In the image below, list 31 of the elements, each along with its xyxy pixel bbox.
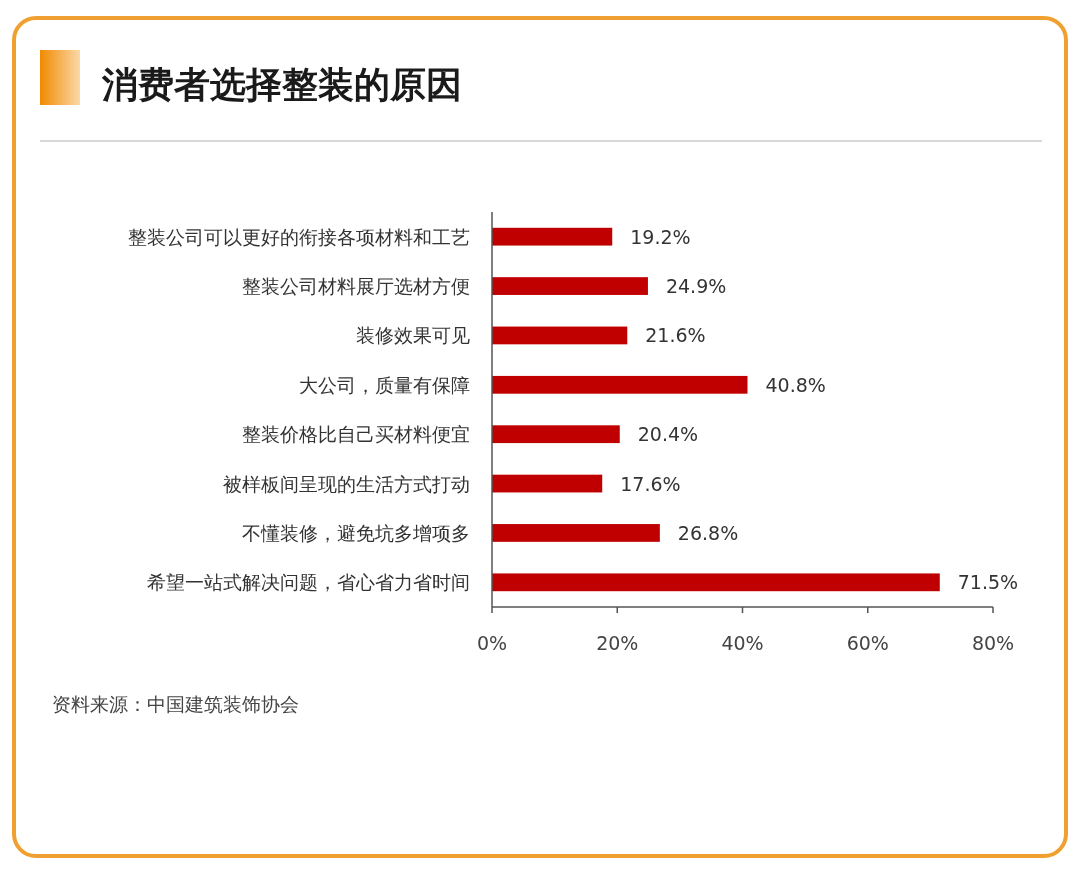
y-tick-label: 大公司，质量有保障 bbox=[299, 373, 470, 396]
bar bbox=[492, 227, 613, 246]
data-label: 24.9% bbox=[665, 275, 727, 298]
y-tick-label: 希望一站式解决问题，省心省力省时间 bbox=[147, 571, 470, 594]
data-label: 20.4% bbox=[637, 423, 699, 446]
data-label: 71.5% bbox=[957, 571, 1019, 594]
x-tick-label: 60% bbox=[846, 632, 889, 654]
bar bbox=[492, 524, 660, 542]
text: 资料来源：中国建筑装饰协会 bbox=[52, 693, 299, 715]
data-label: 40.8% bbox=[765, 373, 826, 396]
x-tick-label: 0% bbox=[476, 632, 508, 654]
bar bbox=[492, 375, 748, 394]
x-tick-label: 20% bbox=[596, 632, 639, 654]
y-tick-label: 整装公司可以更好的衔接各项材料和工艺 bbox=[128, 225, 470, 248]
bar bbox=[492, 573, 940, 592]
y-tick-label: 整装价格比自己买材料便宜 bbox=[242, 423, 470, 446]
data-label: 21.6% bbox=[645, 324, 706, 347]
chart-title: 消费者选择整装的原因 bbox=[101, 64, 462, 105]
data-label: 17.6% bbox=[620, 472, 681, 495]
bar bbox=[492, 425, 620, 444]
y-tick-label: 被样板间呈现的生活方式打动 bbox=[223, 472, 470, 495]
y-tick-label: 整装公司材料展厅选材方便 bbox=[242, 275, 470, 298]
bar bbox=[492, 326, 628, 345]
bar bbox=[492, 474, 603, 493]
bar bbox=[492, 277, 648, 295]
y-tick-label: 装修效果可见 bbox=[356, 324, 470, 347]
data-label: 26.8% bbox=[677, 521, 739, 544]
y-tick-label: 不懂装修，避免坑多增项多 bbox=[242, 521, 470, 544]
x-tick-label: 80% bbox=[971, 632, 1015, 654]
data-label: 19.2% bbox=[630, 225, 691, 248]
x-tick-label: 40% bbox=[721, 632, 764, 654]
